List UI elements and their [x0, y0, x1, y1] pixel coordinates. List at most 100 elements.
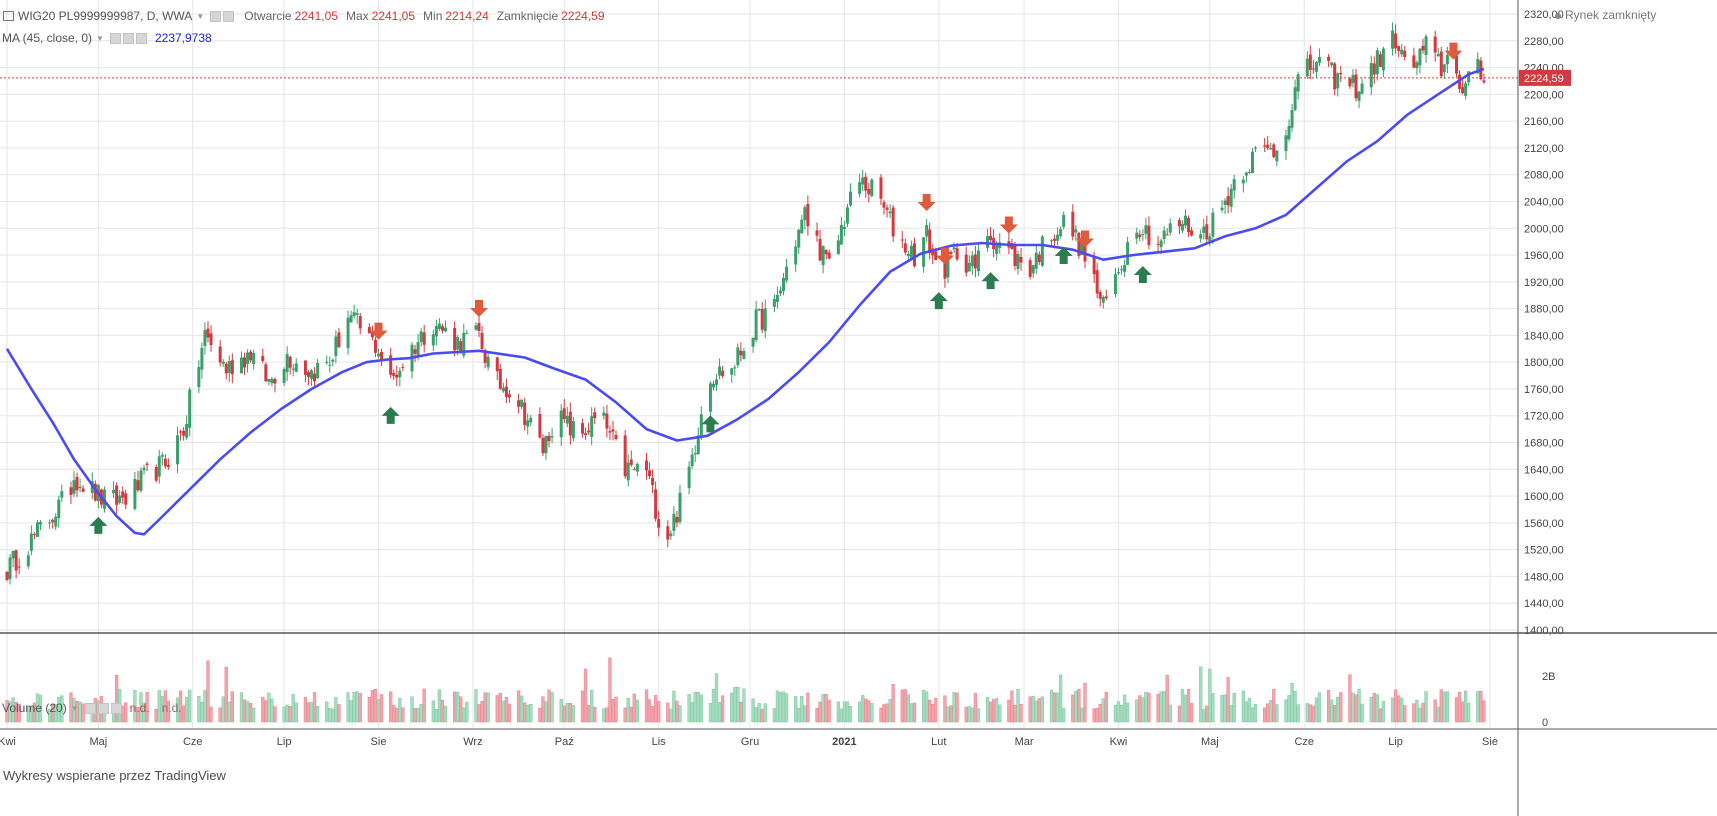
candle-body[interactable]	[763, 308, 767, 332]
candle-body[interactable]	[520, 399, 524, 407]
candle-body[interactable]	[1177, 220, 1181, 227]
candle-body[interactable]	[166, 465, 170, 468]
candle-body[interactable]	[288, 356, 292, 368]
candle-body[interactable]	[721, 370, 725, 377]
candle-body[interactable]	[32, 534, 36, 536]
candle-body[interactable]	[1308, 54, 1312, 70]
candle-body[interactable]	[179, 431, 183, 433]
candle-body[interactable]	[797, 229, 801, 248]
candle-body[interactable]	[1232, 179, 1236, 191]
candle-body[interactable]	[1375, 50, 1379, 75]
candle-body[interactable]	[1327, 56, 1331, 61]
candle-body[interactable]	[154, 467, 158, 481]
candle-body[interactable]	[891, 207, 895, 237]
candle-body[interactable]	[185, 423, 189, 438]
candle-body[interactable]	[498, 368, 502, 389]
candle-body[interactable]	[1144, 225, 1148, 234]
candle-body[interactable]	[1403, 50, 1407, 58]
candle-body[interactable]	[483, 350, 487, 363]
candle-body[interactable]	[1339, 72, 1343, 75]
eye-icon[interactable]	[84, 702, 96, 714]
candle-body[interactable]	[739, 350, 743, 356]
candle-body[interactable]	[733, 367, 737, 369]
candle-body[interactable]	[377, 353, 381, 357]
candle-body[interactable]	[334, 336, 338, 356]
candle-body[interactable]	[1126, 242, 1130, 265]
candle-body[interactable]	[444, 327, 448, 332]
candle-body[interactable]	[139, 470, 143, 491]
candle-body[interactable]	[1317, 57, 1321, 63]
candle-body[interactable]	[614, 434, 618, 440]
candle-body[interactable]	[1247, 171, 1251, 173]
candle-body[interactable]	[955, 248, 959, 260]
candle-body[interactable]	[1333, 63, 1337, 90]
candle-body[interactable]	[1330, 62, 1334, 66]
candle-body[interactable]	[1275, 150, 1279, 162]
candle-body[interactable]	[544, 435, 548, 454]
candle-body[interactable]	[1123, 265, 1127, 272]
candle-body[interactable]	[772, 299, 776, 307]
candle-body[interactable]	[331, 359, 335, 362]
candle-body[interactable]	[912, 243, 916, 267]
candle-body[interactable]	[757, 308, 761, 311]
candle-body[interactable]	[1180, 223, 1184, 231]
candle-body[interactable]	[145, 463, 149, 466]
candle-body[interactable]	[264, 364, 268, 382]
candle-body[interactable]	[1433, 36, 1437, 53]
candle-body[interactable]	[1305, 58, 1309, 77]
candle-body[interactable]	[69, 487, 73, 495]
candle-body[interactable]	[1254, 147, 1258, 149]
candle-body[interactable]	[136, 480, 140, 491]
gear-icon[interactable]	[122, 32, 134, 44]
candle-body[interactable]	[267, 379, 271, 382]
candle-body[interactable]	[806, 203, 810, 227]
candle-body[interactable]	[775, 294, 779, 302]
candle-body[interactable]	[1165, 234, 1169, 236]
gear-icon[interactable]	[97, 702, 109, 714]
candle-body[interactable]	[1013, 245, 1017, 266]
candle-body[interactable]	[526, 420, 530, 427]
candle-body[interactable]	[437, 323, 441, 330]
candle-body[interactable]	[1071, 211, 1075, 237]
candle-body[interactable]	[60, 491, 64, 498]
candle-body[interactable]	[160, 454, 164, 457]
candle-body[interactable]	[48, 522, 52, 524]
close-icon[interactable]	[110, 702, 122, 714]
candle-body[interactable]	[188, 389, 192, 428]
candle-body[interactable]	[541, 437, 545, 454]
candle-body[interactable]	[261, 355, 265, 361]
candle-body[interactable]	[1439, 51, 1443, 77]
candle-body[interactable]	[1156, 243, 1160, 245]
candle-body[interactable]	[1049, 240, 1053, 242]
candle-body[interactable]	[434, 326, 438, 337]
candle-body[interactable]	[1397, 46, 1401, 51]
candle-body[interactable]	[358, 316, 362, 329]
candle-body[interactable]	[931, 248, 935, 256]
candle-body[interactable]	[176, 435, 180, 465]
candle-body[interactable]	[1348, 78, 1352, 87]
candle-body[interactable]	[5, 571, 9, 581]
candle-body[interactable]	[1296, 74, 1300, 92]
chevron-down-icon[interactable]: ▼	[96, 33, 104, 43]
candle-body[interactable]	[523, 402, 527, 426]
candle-body[interactable]	[608, 431, 612, 433]
candle-body[interactable]	[1394, 33, 1398, 49]
candle-body[interactable]	[1226, 196, 1230, 206]
candle-body[interactable]	[973, 254, 977, 269]
candle-body[interactable]	[72, 480, 76, 494]
candle-body[interactable]	[1293, 87, 1297, 110]
candle-body[interactable]	[1391, 30, 1395, 49]
candle-body[interactable]	[976, 250, 980, 272]
candle-body[interactable]	[1208, 236, 1212, 242]
candle-body[interactable]	[970, 255, 974, 267]
candle-body[interactable]	[858, 182, 862, 194]
candle-body[interactable]	[885, 207, 889, 210]
candle-body[interactable]	[501, 387, 505, 392]
candle-body[interactable]	[1080, 238, 1084, 255]
candle-body[interactable]	[611, 429, 615, 432]
candle-body[interactable]	[124, 493, 128, 505]
candle-body[interactable]	[17, 566, 21, 568]
candle-body[interactable]	[562, 408, 566, 420]
candle-body[interactable]	[1272, 144, 1276, 157]
